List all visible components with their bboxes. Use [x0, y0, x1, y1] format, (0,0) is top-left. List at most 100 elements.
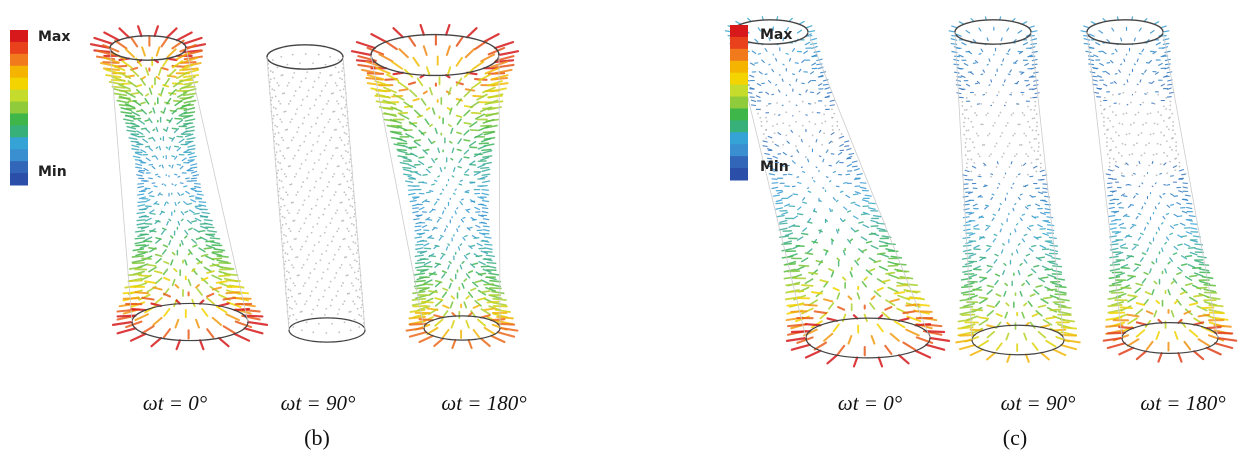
vector-arrow: [1025, 83, 1031, 87]
vector-dot: [281, 92, 284, 95]
vector-dot: [324, 63, 327, 66]
vector-arrow: [955, 339, 973, 344]
vector-dot: [271, 59, 274, 61]
vector-arrow: [1137, 212, 1142, 216]
vector-arrow: [216, 255, 229, 258]
vector-arrow: [182, 74, 200, 79]
vector-dot: [340, 95, 343, 98]
vector-arrow: [1129, 225, 1134, 229]
vector-arrow: [1133, 37, 1136, 42]
vector-arrow: [200, 225, 209, 230]
vector-dot: [333, 129, 336, 131]
vector-dot: [342, 88, 345, 91]
vector-arrow: [962, 302, 975, 308]
vector-arrow: [779, 163, 785, 167]
vector-dot: [357, 278, 360, 281]
vector-arrow: [127, 273, 143, 277]
vector-arrow: [1039, 244, 1046, 249]
vector-dot: [295, 303, 298, 305]
vector-dot: [319, 259, 322, 262]
vector-arrow: [978, 319, 989, 326]
vector-arrow: [1035, 310, 1043, 317]
vector-dot: [1006, 145, 1009, 148]
vector-dot: [290, 201, 293, 204]
vector-dot: [298, 274, 300, 277]
vector-dot: [305, 321, 308, 324]
vector-arrow: [181, 122, 191, 127]
vector-dot: [776, 123, 778, 126]
frame-caption: ωt = 180°: [1140, 391, 1226, 415]
vector-arrow: [1024, 184, 1029, 187]
vector-arrow: [876, 227, 886, 231]
vector-dot: [312, 62, 314, 65]
vector-arrow: [972, 268, 982, 271]
vector-arrow: [790, 343, 811, 351]
vector-arrow: [1035, 284, 1043, 288]
vector-arrow: [1052, 328, 1067, 332]
vector-dot: [316, 198, 319, 201]
vector-arrow: [1109, 235, 1118, 238]
vector-arrow: [815, 260, 824, 264]
vector-arrow: [1170, 203, 1175, 206]
legend-swatch: [730, 25, 748, 38]
vector-arrow: [463, 122, 472, 125]
vector-arrow: [136, 174, 143, 177]
vector-arrow: [190, 166, 198, 169]
vector-arrow: [469, 140, 477, 147]
vector-arrow: [1184, 194, 1191, 197]
vector-arrow: [425, 107, 431, 111]
vector-arrow: [972, 288, 983, 291]
vector-arrow: [977, 339, 990, 348]
vector-dot: [284, 129, 287, 131]
vector-arrow: [463, 301, 468, 309]
vector-arrow: [958, 87, 964, 91]
vector-arrow: [136, 211, 145, 215]
vector-arrow: [149, 212, 156, 215]
legend-swatch: [730, 156, 748, 169]
vector-dot: [331, 322, 334, 325]
vector-arrow: [1208, 304, 1224, 308]
vector-arrow: [962, 174, 968, 177]
vector-arrow: [1138, 52, 1142, 55]
vector-arrow: [211, 286, 222, 291]
vector-dot: [336, 230, 339, 233]
vector-dot: [328, 204, 330, 206]
vector-arrow: [776, 214, 785, 218]
vector-arrow: [1135, 282, 1144, 287]
vector-arrow: [484, 247, 493, 250]
vector-dot: [306, 177, 309, 180]
vector-arrow: [423, 265, 433, 268]
vector-dot: [765, 137, 768, 140]
vector-arrow: [1135, 308, 1144, 316]
vector-arrow: [1112, 260, 1122, 264]
vector-arrow: [183, 111, 196, 115]
vector-dot: [329, 55, 332, 58]
vector-arrow: [779, 219, 788, 224]
vector-arrow: [1203, 283, 1217, 287]
vector-arrow: [1012, 207, 1015, 212]
vector-arrow: [414, 236, 423, 239]
vector-arrow: [1141, 252, 1147, 256]
vector-arrow: [1135, 302, 1146, 306]
vector-arrow: [796, 29, 803, 34]
legend-swatch: [10, 77, 28, 91]
vector-arrow: [789, 290, 805, 293]
cylinder: [1080, 16, 1238, 363]
vector-arrow: [847, 238, 852, 244]
vector-arrow: [795, 104, 798, 107]
vector-dot: [328, 286, 331, 289]
vector-arrow: [1211, 316, 1229, 321]
vector-arrow: [1033, 264, 1040, 268]
vector-arrow: [191, 220, 197, 223]
vector-arrow: [1186, 206, 1193, 210]
vector-dot: [353, 303, 356, 305]
vector-arrow: [1155, 42, 1161, 46]
vector-dot: [339, 77, 342, 80]
vector-arrow: [837, 151, 843, 156]
vector-arrow: [141, 46, 146, 57]
vector-arrow: [1214, 331, 1234, 335]
vector-arrow: [1157, 352, 1163, 363]
vector-arrow: [1188, 302, 1199, 306]
vector-arrow: [184, 118, 196, 122]
